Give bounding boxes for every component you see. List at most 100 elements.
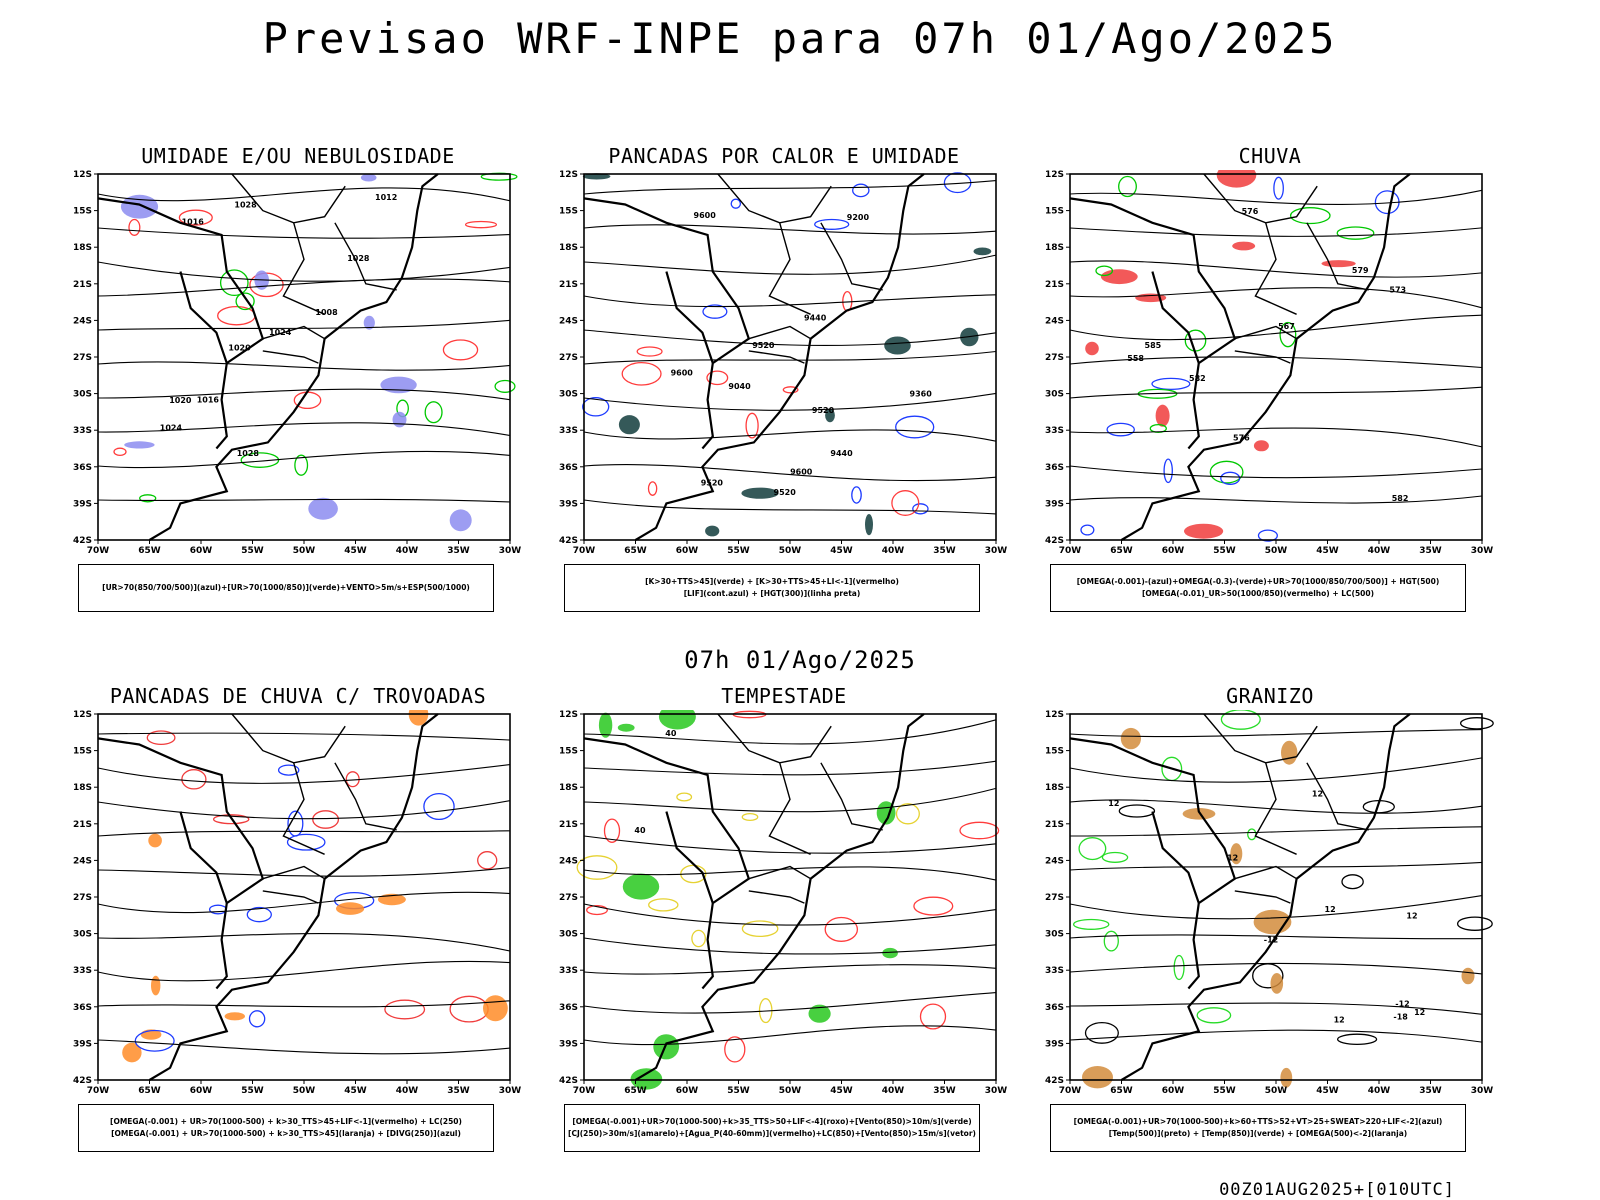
lat-tick-label: 24S: [559, 316, 578, 326]
map-granizo: 12 12 12 12 12 12 -12 -18 12 -12 12S 15S 18S 21S 24S 27…: [1045, 710, 1494, 1096]
field-patch: [919, 1003, 947, 1030]
field-patch: [494, 379, 516, 393]
lat-tick-label: 33S: [73, 966, 92, 976]
lat-tick-label: 42S: [73, 536, 92, 546]
lon-tick-label: 30W: [985, 546, 1008, 556]
field-patch: [647, 481, 658, 496]
contour-label: 579: [1352, 266, 1369, 275]
lat-tick-label: 12S: [559, 170, 578, 180]
lon-tick-label: 60W: [190, 546, 213, 556]
lat-tick-label: 27S: [73, 353, 92, 363]
field-patch: [424, 401, 443, 424]
contour-label: 9040: [728, 382, 751, 391]
field-patch: [477, 851, 498, 870]
panel-legend: [OMEGA(-0.001)-(azul)+OMEGA(-0.3)-(verde…: [1050, 564, 1466, 612]
contour-line: [97, 960, 511, 982]
lat-tick-label: 27S: [1045, 353, 1064, 363]
field-patch: [825, 408, 835, 423]
panel-title: PANCADAS POR CALOR E UMIDADE: [608, 144, 960, 168]
field-patch: [730, 198, 742, 209]
country-border: [1069, 197, 1237, 450]
field-patch: [741, 487, 779, 499]
contour-line: [97, 867, 511, 877]
lat-tick-label: 27S: [73, 893, 92, 903]
field-patch: [248, 1010, 266, 1028]
contour-line: [1069, 495, 1483, 504]
field-patch: [895, 803, 920, 825]
coastline: [634, 713, 925, 1081]
lon-tick-label: 35W: [933, 546, 956, 556]
contour-line: [583, 464, 997, 482]
lon-tick-label: 40W: [1368, 1086, 1391, 1096]
map-pancadas-calor: 9600 9600 9520 9600 9520 9520 9440 9520 9440 9200…: [559, 170, 1008, 556]
field-patch: [208, 904, 228, 915]
state-border: [748, 865, 811, 880]
field-patch: [576, 855, 618, 880]
legend-line: [OMEGA(-0.001) + UR>70(1000-500) + k>30_…: [110, 1117, 462, 1126]
contour-label: 1016: [197, 396, 220, 405]
field-patch: [1461, 967, 1475, 985]
lat-tick-label: 30S: [73, 930, 92, 940]
lat-tick-label: 24S: [559, 856, 578, 866]
run-timestamp: 00Z01AUG2025+[010UTC]: [1219, 1180, 1455, 1200]
field-patch: [277, 764, 300, 776]
state-border: [231, 713, 346, 764]
field-patch: [308, 497, 338, 520]
lon-tick-label: 65W: [138, 546, 161, 556]
field-patch: [128, 218, 141, 236]
contour-label: 582: [1392, 494, 1409, 503]
legend-line: [CJ(250)>30m/s](amarelo)+[Agua_P(40-60mm…: [568, 1129, 976, 1138]
country-border: [665, 811, 714, 904]
lon-tick-label: 50W: [293, 546, 316, 556]
country-border: [179, 811, 228, 904]
panel-umidade: UMIDADE E/OU NEBULOSIDADE 1016 1020 1024 10…: [58, 144, 538, 614]
field-patch: [1220, 710, 1261, 730]
legend-line: [OMEGA(-0.01)_UR>50(1000/850)(vermelho) …: [1141, 589, 1375, 598]
contour-line: [1069, 757, 1483, 783]
lat-tick-label: 12S: [1045, 710, 1064, 720]
lat-tick-label: 36S: [73, 463, 92, 473]
coastline: [634, 173, 925, 541]
contour-line: [583, 903, 997, 926]
coastline: [148, 173, 439, 541]
field-patch: [1253, 440, 1269, 452]
contour-line: [97, 732, 511, 741]
field-patch: [636, 346, 663, 357]
field-patch: [1456, 916, 1493, 931]
contour-label: 1012: [375, 193, 397, 202]
field-patch: [648, 898, 679, 912]
lon-tick-label: 60W: [190, 1086, 213, 1096]
contour-line: [1069, 826, 1483, 837]
lon-tick-label: 45W: [830, 1086, 853, 1096]
panel-tempestade: TEMPESTADE 40 40 12S 15S 18S 21S 24S 27S 30S 33S 3…: [544, 684, 1024, 1154]
contour-line: [583, 964, 997, 975]
field-patch: [1101, 851, 1129, 863]
contour-label: 1028: [347, 254, 370, 263]
lat-tick-label: 24S: [73, 316, 92, 326]
field-patch: [598, 712, 613, 738]
state-border: [1234, 890, 1291, 904]
state-border: [1234, 350, 1291, 364]
panel-title: UMIDADE E/OU NEBULOSIDADE: [141, 144, 455, 168]
lon-tick-label: 70W: [573, 1086, 596, 1096]
contour-label: 573: [1389, 285, 1406, 294]
legend-line: [OMEGA(-0.001)-(azul)+OMEGA(-0.3)-(verde…: [1076, 577, 1440, 586]
field-patch: [1085, 341, 1099, 356]
field-patch: [1232, 241, 1256, 251]
field-patch: [658, 710, 696, 730]
legend-line: [OMEGA(-0.001) + UR>70(1000-500) + k>30_…: [111, 1129, 461, 1138]
lon-tick-label: 55W: [727, 546, 750, 556]
field-patch: [212, 814, 250, 825]
field-patch: [1084, 1021, 1119, 1044]
lon-tick-label: 30W: [985, 1086, 1008, 1096]
field-patch: [582, 397, 610, 417]
state-border: [1203, 713, 1318, 764]
field-patch: [1080, 524, 1095, 536]
field-patch: [151, 975, 161, 996]
field-patch: [745, 412, 759, 439]
field-patch: [423, 792, 455, 821]
field-patch: [912, 503, 929, 515]
lat-tick-label: 33S: [73, 426, 92, 436]
lon-tick-label: 40W: [1368, 546, 1391, 556]
lat-tick-label: 42S: [1045, 1076, 1064, 1086]
